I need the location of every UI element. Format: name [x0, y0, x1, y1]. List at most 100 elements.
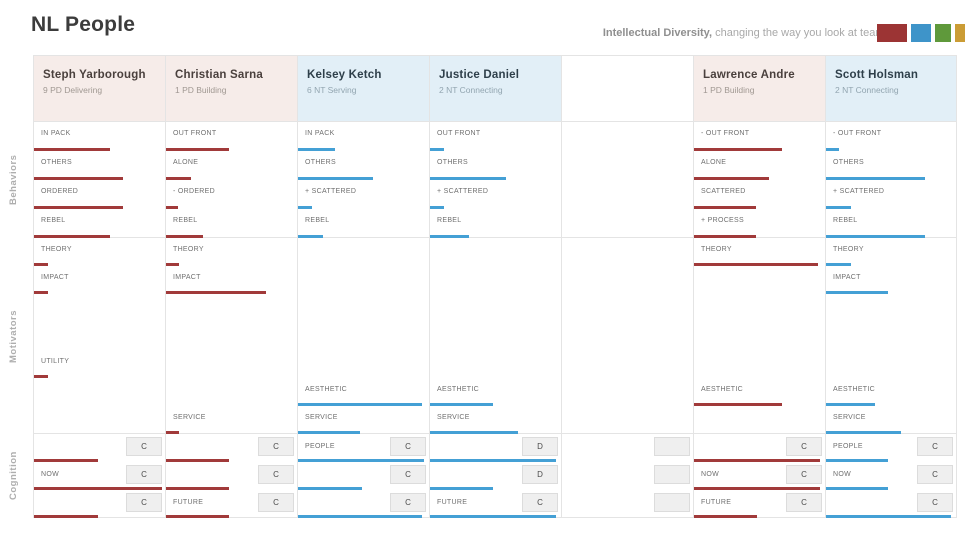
cognition-style-badge[interactable]: C [258, 437, 294, 456]
cognition-row: PEOPLE C [298, 434, 429, 462]
person-name: Justice Daniel [439, 69, 520, 81]
person-column: Lawrence Andre 1 PD Building - OUT FRONT… [693, 55, 825, 518]
person-header[interactable]: Justice Daniel 2 NT Connecting [430, 55, 561, 122]
cognition-bar [166, 515, 229, 518]
cognition-style-badge[interactable]: C [126, 437, 162, 456]
cognition-row: NOW C [694, 462, 825, 490]
cognition-row: C [166, 434, 297, 462]
cognition-cell: C NOW C FUTURE C [694, 434, 825, 518]
person-subtitle: 2 NT Connecting [835, 85, 899, 95]
cognition-row: C [166, 462, 297, 490]
behaviors-cell: - OUT FRONT OTHERS + SCATTERED REBEL [826, 122, 956, 238]
cognition-bar [694, 487, 820, 490]
motivator-row: AESTHETIC [826, 378, 956, 406]
behavior-row: - OUT FRONT [694, 122, 825, 151]
behavior-label: - ORDERED [173, 188, 215, 195]
cognition-bar [694, 459, 820, 462]
cognition-style-badge[interactable]: C [258, 493, 294, 512]
cognition-style-badge[interactable]: C [390, 493, 426, 512]
motivator-bar [694, 263, 819, 266]
person-header[interactable] [562, 55, 693, 122]
behavior-bar [166, 148, 229, 151]
cognition-bar [34, 459, 98, 462]
cognition-cell: C NOW C C [34, 434, 165, 518]
motivator-label: UTILITY [41, 358, 70, 365]
cognition-bar [34, 515, 98, 518]
cognition-style-badge[interactable]: C [258, 465, 294, 484]
behavior-label: - OUT FRONT [833, 130, 882, 137]
behavior-label: ALONE [701, 159, 727, 166]
behavior-label: REBEL [305, 217, 330, 224]
person-column: Steph Yarborough 9 PD Delivering IN PACK… [33, 55, 165, 518]
motivator-label: AESTHETIC [305, 386, 347, 393]
person-subtitle: 6 NT Serving [307, 85, 357, 95]
cognition-style-badge[interactable]: C [786, 465, 822, 484]
behavior-label: + SCATTERED [833, 188, 885, 195]
cognition-label: NOW [41, 471, 60, 478]
behavior-row: + PROCESS [694, 209, 825, 238]
behavior-row: OTHERS [430, 151, 561, 180]
cognition-bar [826, 459, 889, 462]
cognition-label: FUTURE [437, 499, 468, 506]
cognition-bar [166, 459, 229, 462]
behavior-label: SCATTERED [701, 188, 746, 195]
cognition-style-badge[interactable] [654, 465, 690, 484]
person-name: Scott Holsman [835, 69, 919, 81]
motivator-bar [298, 431, 360, 434]
person-header[interactable]: Christian Sarna 1 PD Building [166, 55, 297, 122]
person-name: Kelsey Ketch [307, 69, 382, 81]
person-subtitle: 2 NT Connecting [439, 85, 503, 95]
behavior-row: REBEL [826, 209, 956, 238]
motivators-cell: AESTHETIC SERVICE [430, 238, 561, 434]
cognition-label: FUTURE [173, 499, 204, 506]
section-label-behaviors: Behaviors [8, 154, 19, 206]
cognition-row: D [430, 462, 561, 490]
cognition-row: FUTURE C [694, 490, 825, 518]
cognition-cell: PEOPLE C NOW C C [826, 434, 956, 518]
cognition-style-badge[interactable]: C [786, 493, 822, 512]
motivator-row: AESTHETIC [694, 378, 825, 406]
cognition-style-badge[interactable] [654, 493, 690, 512]
cognition-bar [694, 515, 757, 518]
blue-square [911, 24, 931, 42]
cognition-style-badge[interactable]: C [522, 493, 558, 512]
cognition-style-badge[interactable]: C [390, 465, 426, 484]
behavior-row: ALONE [694, 151, 825, 180]
cognition-style-badge[interactable]: C [917, 493, 953, 512]
person-header[interactable]: Steph Yarborough 9 PD Delivering [34, 55, 165, 122]
behavior-label: REBEL [833, 217, 858, 224]
motivator-row: SERVICE [298, 406, 429, 434]
behavior-row: - ORDERED [166, 180, 297, 209]
behavior-label: + SCATTERED [305, 188, 357, 195]
person-subtitle: 9 PD Delivering [43, 85, 103, 95]
cognition-cell: D D FUTURE C [430, 434, 561, 518]
cognition-style-badge[interactable]: C [126, 493, 162, 512]
cognition-style-badge[interactable]: C [917, 437, 953, 456]
person-header[interactable]: Kelsey Ketch 6 NT Serving [298, 55, 429, 122]
behavior-bar [430, 148, 445, 151]
motivator-bar [34, 263, 48, 266]
behavior-bar [298, 235, 323, 238]
behavior-label: OTHERS [41, 159, 72, 166]
cognition-style-badge[interactable]: C [126, 465, 162, 484]
behavior-row: IN PACK [34, 122, 165, 151]
motivator-label: THEORY [41, 246, 72, 253]
cognition-style-badge[interactable]: C [786, 437, 822, 456]
cognition-style-badge[interactable] [654, 437, 690, 456]
motivator-bar [34, 291, 48, 294]
cognition-bar [826, 487, 889, 490]
person-header[interactable]: Lawrence Andre 1 PD Building [694, 55, 825, 122]
person-header[interactable]: Scott Holsman 2 NT Connecting [826, 55, 956, 122]
motivator-label: IMPACT [41, 274, 69, 281]
behaviors-cell: OUT FRONT OTHERS + SCATTERED REBEL [430, 122, 561, 238]
cognition-cell: C C FUTURE C [166, 434, 297, 518]
motivator-row: IMPACT [166, 266, 297, 294]
behavior-bar [826, 206, 851, 209]
cognition-style-badge[interactable]: C [390, 437, 426, 456]
motivator-label: IMPACT [833, 274, 861, 281]
cognition-style-badge[interactable]: C [917, 465, 953, 484]
motivators-cell: AESTHETIC SERVICE [298, 238, 429, 434]
cognition-style-badge[interactable]: D [522, 437, 558, 456]
cognition-style-badge[interactable]: D [522, 465, 558, 484]
behavior-bar [34, 206, 124, 209]
